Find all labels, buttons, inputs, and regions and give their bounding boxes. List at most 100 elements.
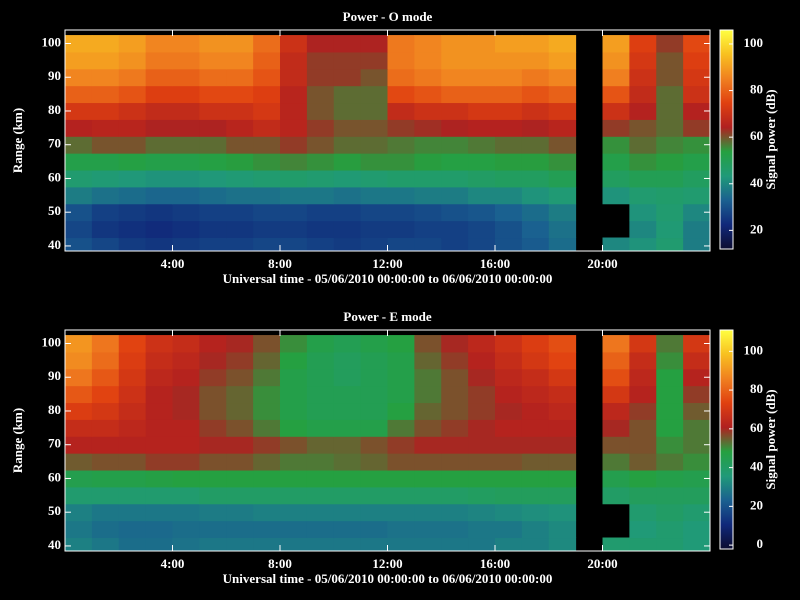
heat-cell bbox=[387, 503, 415, 522]
heat-cell bbox=[91, 51, 120, 70]
heat-cell bbox=[145, 368, 173, 387]
heat-cell bbox=[656, 335, 684, 353]
heat-cell bbox=[656, 486, 684, 505]
heat-cell bbox=[629, 136, 657, 154]
heat-cell bbox=[145, 402, 173, 420]
heat-cell bbox=[226, 102, 254, 120]
heat-cell bbox=[495, 35, 523, 53]
heat-cell bbox=[360, 335, 388, 353]
heat-cell bbox=[65, 368, 93, 387]
y-tick-label: 60 bbox=[48, 169, 61, 184]
heat-cell bbox=[91, 436, 120, 454]
heat-cell bbox=[280, 220, 308, 239]
heat-cell bbox=[118, 520, 147, 539]
heat-cell bbox=[602, 237, 630, 251]
heat-cell bbox=[548, 368, 577, 387]
heat-cell bbox=[226, 537, 254, 551]
heat-cell bbox=[683, 203, 710, 222]
heat-cell bbox=[656, 419, 684, 437]
x-tick-label: 20:00 bbox=[587, 556, 617, 571]
heat-cell bbox=[333, 537, 362, 551]
heat-cell bbox=[441, 85, 469, 104]
heat-cell bbox=[306, 186, 335, 205]
heat-cell bbox=[280, 153, 308, 171]
heat-cell bbox=[441, 486, 469, 505]
heat-cell bbox=[145, 335, 173, 353]
heat-cell bbox=[495, 119, 523, 137]
heat-cell bbox=[172, 503, 200, 522]
heat-cell bbox=[253, 51, 281, 70]
heat-cell bbox=[548, 402, 577, 420]
heat-cell bbox=[306, 402, 335, 420]
x-axis-label: Universal time - 05/06/2010 00:00:00 to … bbox=[223, 271, 553, 286]
heat-cell bbox=[91, 68, 120, 87]
heat-cell bbox=[468, 368, 496, 387]
heat-cell bbox=[683, 237, 710, 251]
heat-cell bbox=[145, 68, 173, 87]
heat-cell bbox=[414, 237, 442, 251]
x-tick-label: 4:00 bbox=[161, 556, 185, 571]
heat-cell bbox=[172, 436, 200, 454]
heat-cell bbox=[629, 520, 657, 539]
heat-cell bbox=[602, 402, 630, 420]
heat-cell bbox=[306, 153, 335, 171]
heat-cell bbox=[333, 237, 362, 251]
heat-cell bbox=[414, 368, 442, 387]
heat-cell bbox=[521, 102, 550, 120]
heat-cell bbox=[548, 453, 577, 471]
heat-cell bbox=[118, 537, 147, 551]
heat-cell bbox=[468, 503, 496, 522]
heat-cell bbox=[387, 35, 415, 53]
heat-cell bbox=[629, 385, 657, 404]
heat-cell bbox=[333, 335, 362, 353]
heat-cell bbox=[360, 486, 388, 505]
heat-cell bbox=[656, 170, 684, 188]
heat-cell bbox=[333, 385, 362, 404]
heat-cell bbox=[306, 335, 335, 353]
heat-cell bbox=[280, 503, 308, 522]
heat-cell bbox=[91, 335, 120, 353]
heat-cell bbox=[145, 220, 173, 239]
heat-cell bbox=[333, 351, 362, 370]
y-tick-label: 80 bbox=[48, 102, 61, 117]
heat-cell bbox=[118, 119, 147, 137]
heat-cell bbox=[468, 170, 496, 188]
heat-cell bbox=[683, 35, 710, 53]
heat-cell bbox=[199, 402, 227, 420]
cells bbox=[65, 335, 710, 551]
heat-cell bbox=[226, 186, 254, 205]
heat-cell bbox=[280, 170, 308, 188]
heat-cell bbox=[683, 153, 710, 171]
heat-cell bbox=[253, 68, 281, 87]
heat-cell bbox=[280, 436, 308, 454]
heat-cell bbox=[441, 237, 469, 251]
heat-cell bbox=[306, 453, 335, 471]
heat-cell bbox=[441, 419, 469, 437]
heat-cell bbox=[306, 385, 335, 404]
heat-cell bbox=[683, 503, 710, 522]
heat-cell bbox=[145, 119, 173, 137]
heat-cell bbox=[253, 402, 281, 420]
heat-cell bbox=[629, 68, 657, 87]
y-tick-label: 40 bbox=[48, 537, 61, 552]
heat-cell bbox=[91, 220, 120, 239]
heat-cell bbox=[199, 51, 227, 70]
heat-cell bbox=[360, 385, 388, 404]
heat-cell bbox=[145, 520, 173, 539]
heat-cell bbox=[91, 402, 120, 420]
heat-cell bbox=[91, 537, 120, 551]
x-tick-label: 8:00 bbox=[268, 256, 292, 271]
heat-cell bbox=[199, 368, 227, 387]
colorbar-label: Signal power (dB) bbox=[763, 389, 778, 489]
heat-cell bbox=[65, 436, 93, 454]
heat-cell bbox=[521, 470, 550, 488]
colorbar bbox=[719, 29, 734, 250]
heat-cell bbox=[172, 453, 200, 471]
heat-cell bbox=[172, 102, 200, 120]
heat-cell bbox=[602, 119, 630, 137]
heat-cell bbox=[521, 35, 550, 53]
heat-cell bbox=[548, 203, 577, 222]
heat-cell bbox=[360, 453, 388, 471]
heat-cell bbox=[118, 470, 147, 488]
